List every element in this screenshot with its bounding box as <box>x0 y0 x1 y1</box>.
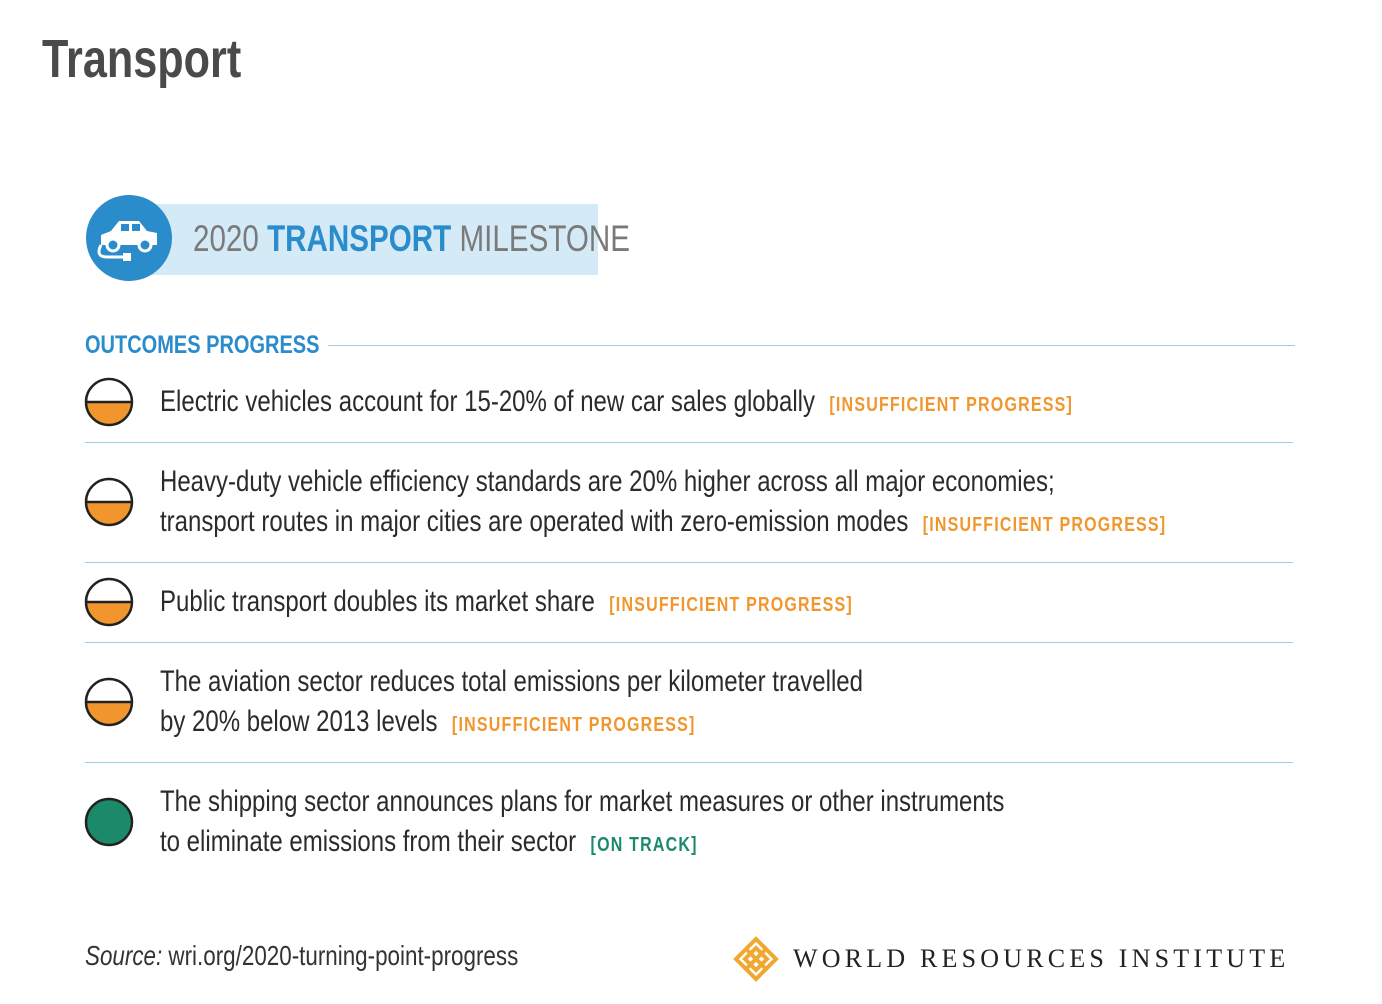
page-title: Transport <box>42 29 242 89</box>
outcome-line-text: Electric vehicles account for 15-20% of … <box>160 385 815 418</box>
outcome-line: Heavy-duty vehicle efficiency standards … <box>160 462 1166 502</box>
status-indicator <box>84 377 134 427</box>
source-text: wri.org/2020-turning-point-progress <box>168 940 519 971</box>
outcome-line-text: The aviation sector reduces total emissi… <box>160 665 863 698</box>
indicator-fill <box>86 402 132 425</box>
outcome-line: The aviation sector reduces total emissi… <box>160 662 863 702</box>
outcome-line: transport routes in major cities are ope… <box>160 502 1166 545</box>
indicator-fill <box>86 602 132 625</box>
outcome-line: Public transport doubles its market shar… <box>160 582 853 625</box>
indicator-ring <box>84 577 134 627</box>
outcome-line-text: Public transport doubles its market shar… <box>160 585 595 618</box>
status-indicator <box>84 677 134 727</box>
charge-cable <box>97 244 123 259</box>
source-label: Source: <box>85 940 163 971</box>
car-icon <box>86 195 172 281</box>
outcome-line-text: by 20% below 2013 levels <box>160 705 438 738</box>
logo-pattern <box>733 936 779 982</box>
outcome-text: Public transport doubles its market shar… <box>160 582 853 625</box>
outcome-text: The aviation sector reduces total emissi… <box>160 662 863 745</box>
outcome-text: Heavy-duty vehicle efficiency standards … <box>160 462 1166 545</box>
indicator-ring <box>84 477 134 527</box>
status-label: [ON TRACK] <box>590 834 698 856</box>
outcome-text: The shipping sector announces plans for … <box>160 782 1004 865</box>
indicator-ring <box>84 677 134 727</box>
logo-text: WORLD RESOURCES INSTITUTE <box>793 944 1290 973</box>
car-wheel <box>105 237 121 253</box>
section-label: OUTCOMES PROGRESS <box>85 331 320 359</box>
status-label: [INSUFFICIENT PROGRESS] <box>829 394 1073 416</box>
row-divider <box>85 642 1293 643</box>
outcome-line-text: The shipping sector announces plans for … <box>160 785 1005 818</box>
car-wheel <box>137 237 153 253</box>
outcome-line: to eliminate emissions from their sector… <box>160 822 1004 865</box>
indicator-fill <box>86 502 132 525</box>
outcome-line: Electric vehicles account for 15-20% of … <box>160 382 1073 425</box>
status-label: [INSUFFICIENT PROGRESS] <box>922 514 1167 536</box>
outcome-line-text: to eliminate emissions from their sector <box>160 825 577 858</box>
plug <box>123 253 131 261</box>
row-divider <box>85 762 1293 763</box>
row-divider <box>85 442 1293 443</box>
milestone-banner: 2020 TRANSPORT MILESTONE <box>193 217 630 261</box>
status-label: [INSUFFICIENT PROGRESS] <box>451 714 696 736</box>
car-window <box>132 224 140 231</box>
status-indicator <box>84 577 134 627</box>
outcome-line-text: Heavy-duty vehicle efficiency standards … <box>160 465 1055 498</box>
outcome-line-text: transport routes in major cities are ope… <box>160 505 909 538</box>
section-rule <box>328 345 1295 346</box>
logo-mark <box>733 936 779 982</box>
indicator-fill <box>86 702 132 725</box>
status-label: [INSUFFICIENT PROGRESS] <box>609 594 853 616</box>
source: Source: wri.org/2020-turning-point-progr… <box>85 938 518 974</box>
milestone-sector: TRANSPORT <box>267 218 452 259</box>
outcome-line: The shipping sector announces plans for … <box>160 782 1004 822</box>
indicator-ring <box>84 377 134 427</box>
status-indicator <box>84 797 134 847</box>
row-divider <box>85 562 1293 563</box>
car-window <box>121 224 129 231</box>
outcome-line: by 20% below 2013 levels [INSUFFICIENT PR… <box>160 702 863 745</box>
milestone-year: 2020 <box>193 218 259 259</box>
milestone-word: MILESTONE <box>459 218 631 259</box>
banner-background <box>128 204 598 275</box>
indicator-ring <box>84 797 134 847</box>
status-indicator <box>84 477 134 527</box>
outcome-text: Electric vehicles account for 15-20% of … <box>160 382 1073 425</box>
